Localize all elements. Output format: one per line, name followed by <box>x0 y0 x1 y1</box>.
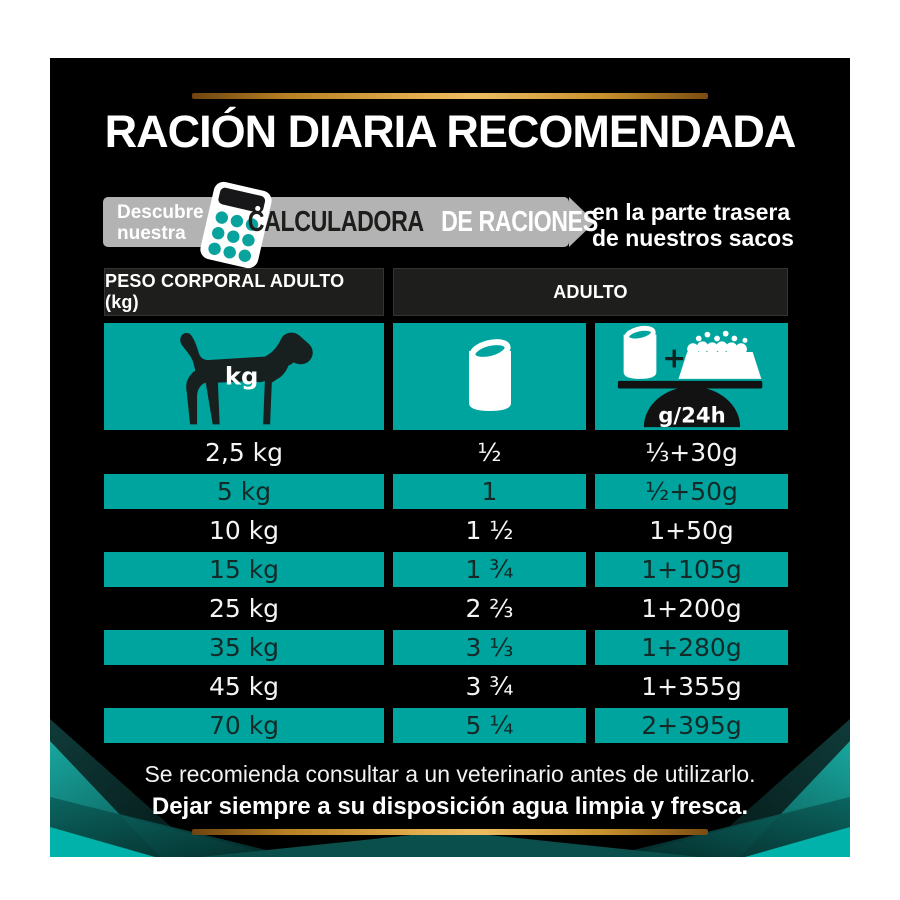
mixed-cell: 1+355g <box>641 672 742 701</box>
cans-cell: 1 <box>393 474 586 509</box>
table-row: 25 kg 2 ⅔ 1+200g <box>50 589 850 628</box>
banner-intro-line2: nuestra <box>117 223 186 244</box>
banner-intro-line1: Descubre <box>117 202 204 223</box>
banner-right-line1: en la parte trasera <box>592 199 791 225</box>
weight-cell: 45 kg <box>208 672 280 701</box>
table-row: 5 kg 1 ½+50g <box>50 472 850 511</box>
banner-arrow-point <box>569 197 595 247</box>
dog-icon: kg <box>180 332 313 424</box>
weight-cell: 25 kg <box>208 594 280 623</box>
table-row: 35 kg 3 ⅓ 1+280g <box>50 628 850 667</box>
icon-cell-dog: kg <box>104 323 384 430</box>
footer-water-advice: Dejar siempre a su disposición agua limp… <box>151 793 749 820</box>
weight-cell: 2,5 kg <box>204 438 284 467</box>
calculator-icon <box>197 178 276 272</box>
header-adult-column: ADULTO <box>393 268 788 316</box>
icon-cell-can <box>393 323 586 430</box>
calculator-name-dark: CALCULADORA <box>247 205 424 238</box>
dog-kg-label: kg <box>225 361 259 390</box>
icon-cell-scale: + g/24h <box>595 323 788 430</box>
cans-cell: 1 ¾ <box>393 552 586 587</box>
mixed-cell: 1+50g <box>649 516 734 545</box>
cans-cell: 1 ½ <box>465 516 514 545</box>
gold-divider-top <box>192 93 708 99</box>
banner-right-line2: de nuestros sacos <box>592 225 794 251</box>
weight-cell: 5 kg <box>104 474 384 509</box>
weight-cell: 10 kg <box>208 516 280 545</box>
header-weight-column: PESO CORPORAL ADULTO (kg) <box>104 268 384 316</box>
calculator-banner <box>103 197 569 247</box>
mixed-cell: ½+50g <box>595 474 788 509</box>
gold-divider-bottom <box>192 829 708 835</box>
table-row: 15 kg 1 ¾ 1+105g <box>50 550 850 589</box>
mixed-cell: 2+395g <box>595 708 788 743</box>
cans-cell: 2 ⅔ <box>465 594 514 623</box>
table-row: 2,5 kg ½ ⅓+30g <box>50 433 850 472</box>
banner-calculator-name: CALCULADORA DE RACIONES <box>248 197 598 247</box>
banner-intro-text: Descubre nuestra <box>117 202 204 244</box>
bowl-icon <box>678 351 761 379</box>
table-row: 45 kg 3 ¾ 1+355g <box>50 667 850 706</box>
footer-vet-advice: Se recomienda consultar a un veterinario… <box>144 761 756 787</box>
wet-food-can-icon <box>468 338 511 411</box>
scale-units-label: g/24h <box>658 402 725 427</box>
banner-right-text: en la parte trasera de nuestros sacos <box>592 199 794 251</box>
cans-cell: 5 ¼ <box>393 708 586 743</box>
weight-cell: 35 kg <box>104 630 384 665</box>
can-plus-kibble-on-scale-icon: + g/24h <box>617 325 762 427</box>
mixed-cell: 1+200g <box>641 594 742 623</box>
table-row: 10 kg 1 ½ 1+50g <box>50 511 850 550</box>
feeding-guide-panel: RACIÓN DIARIA RECOMENDADA Descubre nuest… <box>50 58 850 857</box>
mixed-cell: ⅓+30g <box>645 438 738 467</box>
cans-cell: 3 ⅓ <box>393 630 586 665</box>
weight-cell: 70 kg <box>104 708 384 743</box>
mixed-cell: 1+280g <box>595 630 788 665</box>
cans-cell: ½ <box>477 438 502 467</box>
calculator-name-light: DE RACIONES <box>441 205 599 238</box>
table-row: 70 kg 5 ¼ 2+395g <box>50 706 850 745</box>
page-title: RACIÓN DIARIA RECOMENDADA <box>104 106 797 157</box>
weight-cell: 15 kg <box>104 552 384 587</box>
mixed-cell: 1+105g <box>595 552 788 587</box>
kibble-icon <box>686 330 747 355</box>
cans-cell: 3 ¾ <box>465 672 514 701</box>
wave-decoration <box>50 719 850 857</box>
